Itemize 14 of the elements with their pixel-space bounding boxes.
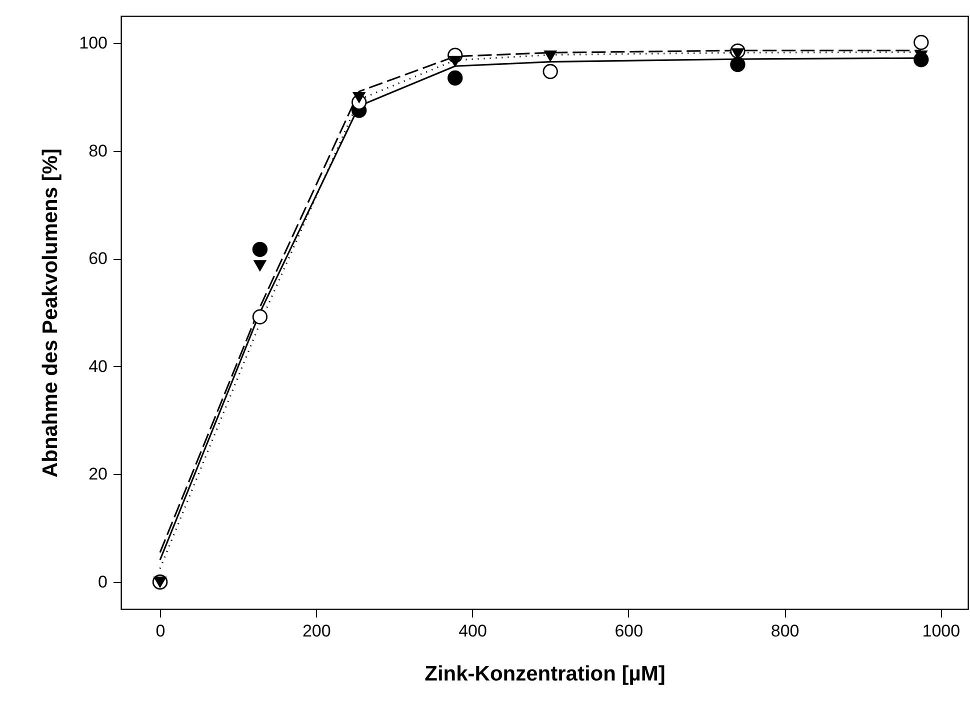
y-axis-title: Abnahme des Peakvolumens [%] bbox=[39, 148, 62, 478]
x-tick-label: 1000 bbox=[922, 622, 960, 640]
x-tick-label: 600 bbox=[614, 622, 644, 640]
y-tick-label: 80 bbox=[88, 141, 108, 160]
x-tick-label: 200 bbox=[302, 622, 331, 640]
y-tick-label: 40 bbox=[88, 356, 108, 376]
x-axis-title: Zink-Konzentration [µM] bbox=[424, 662, 666, 686]
y-tick-label: 60 bbox=[88, 249, 108, 268]
x-tick-label: 800 bbox=[770, 622, 800, 640]
y-tick-label: 20 bbox=[88, 464, 108, 484]
y-tick-label: 0 bbox=[98, 572, 108, 592]
y-tick-label: 100 bbox=[79, 33, 108, 52]
x-tick-label: 400 bbox=[458, 622, 487, 640]
x-tick-label: 0 bbox=[156, 622, 166, 640]
